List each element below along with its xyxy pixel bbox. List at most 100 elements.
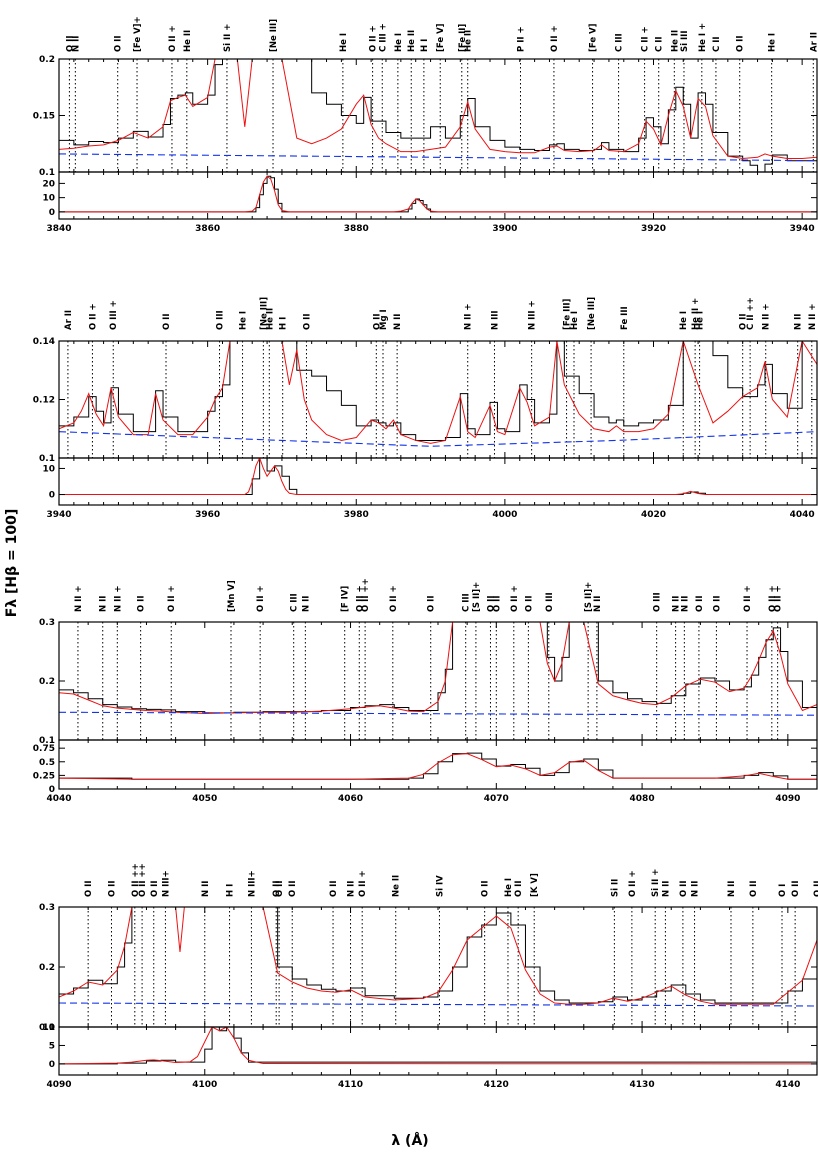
plot-area [59, 175, 817, 213]
y-tick-label: 0.75 [33, 744, 55, 754]
line-id-label: C III [290, 593, 300, 612]
line-id-label: O II [492, 595, 502, 612]
line-id-label: O II [150, 880, 160, 897]
y-tick-label: 0.3 [39, 903, 55, 913]
line-id-label: Si III [680, 31, 690, 52]
line-id-label: He II + [691, 298, 701, 330]
series-continuum [59, 431, 817, 447]
line-id-label: [K V] [530, 873, 540, 897]
line-id-label: [Fe V] [589, 23, 599, 52]
panel-top-residual: 0 10 20 [42, 171, 818, 220]
line-id-label: O II + [256, 585, 266, 612]
line-id-label: O II [736, 35, 746, 52]
y-axis-title: Fλ [Hβ = 100] [4, 508, 20, 618]
line-id-label: [S II]+ [472, 582, 482, 612]
y-tick-label: 0 [49, 785, 55, 795]
line-id-label: O II [524, 595, 534, 612]
line-id-label: C II ++ [746, 297, 756, 330]
plot-area [59, 752, 817, 780]
x-tick-label: 3880 [344, 224, 369, 234]
series-observed [59, 458, 817, 496]
line-id-label: O II [114, 35, 124, 52]
y-tick-label: 0.1 [39, 736, 55, 746]
line-id-label: Ar II [64, 310, 74, 330]
y-tick-label: 0 [49, 491, 55, 501]
line-id-label: O II [162, 313, 172, 330]
line-id-label: He II [464, 30, 474, 52]
line-id-label: [S II]+ [584, 582, 594, 612]
line-id-label: O II [372, 313, 382, 330]
line-id-label: N II [727, 881, 737, 897]
line-id-label: O II [65, 35, 75, 52]
x-tick-label: 4100 [192, 1080, 217, 1090]
y-tick-label: 0.3 [39, 618, 55, 628]
x-tick-label: 3920 [641, 224, 666, 234]
y-tick-label: 0.1 [39, 454, 55, 464]
line-id-label: O II [329, 880, 339, 897]
x-tick-label: 4120 [484, 1080, 509, 1090]
y-tick-label: 0.2 [39, 55, 55, 65]
panel-frame [58, 621, 818, 741]
series-observed [59, 175, 817, 213]
series-model [59, 458, 817, 496]
x-axis-title: λ (Å) [391, 1133, 429, 1149]
line-id-label: Si II [610, 879, 620, 897]
line-id-label: O II ++ [131, 863, 141, 897]
y-tick-label: 10 [42, 464, 55, 474]
line-id-label: O II + [88, 303, 98, 330]
x-tick-label: 3900 [492, 224, 517, 234]
series-model [59, 907, 817, 1005]
line-id-label: O II [427, 595, 437, 612]
line-id-label: O III [545, 592, 555, 612]
line-id-label: N II [71, 36, 81, 52]
x-tick-label: 4040 [46, 794, 71, 804]
series-observed [59, 59, 817, 172]
x-tick-label: 4000 [492, 510, 517, 520]
plot-area [59, 341, 817, 447]
y-tick-label: 0 [49, 1060, 55, 1070]
panel-third-residual: 0 0.25 0.5 0.75 [33, 739, 818, 795]
panel-bottom-residual: 0 5 10 [42, 1023, 818, 1076]
line-id-label: N II [691, 881, 701, 897]
line-id-label: C II + [641, 26, 651, 52]
line-id-label: He I [394, 33, 404, 52]
y-tick-label: 0.5 [39, 758, 55, 768]
y-tick-label: 5 [49, 1041, 55, 1051]
y-tick-label: 0 [49, 208, 55, 218]
line-id-label: He II [670, 30, 680, 52]
panel-frame [58, 457, 818, 506]
line-id-label: N II [393, 314, 403, 330]
series-observed [59, 1027, 817, 1065]
line-id-label: N III + [528, 300, 538, 330]
plot-area [59, 1027, 817, 1065]
series-observed [59, 341, 817, 441]
panel-frame [58, 1026, 818, 1076]
line-id-label: N II [672, 596, 682, 612]
line-id-label: N II [593, 596, 603, 612]
line-id-label: N II + [464, 304, 474, 330]
y-tick-label: 0.15 [33, 112, 55, 122]
panel-third: N II + N II N II + O II O II + [Mn V] O II + C … [39, 578, 818, 746]
series-observed [59, 622, 817, 714]
x-tick-label: 4130 [630, 1080, 655, 1090]
line-id-label: Ar II [809, 32, 818, 52]
line-id-label: O II + [550, 25, 560, 52]
line-id-label: O II + [358, 870, 368, 897]
line-id-label: N II [99, 596, 109, 612]
line-id-label: [Ne III] [259, 297, 269, 330]
x-tick-label: 4020 [641, 510, 666, 520]
line-id-label: C II [655, 36, 665, 52]
series-model [59, 341, 817, 444]
panel-frame [58, 171, 818, 220]
line-id-label: O II [712, 595, 722, 612]
line-id-label: H I [420, 39, 430, 52]
line-id-label: O II [749, 880, 759, 897]
line-id-label: H I [279, 317, 289, 330]
line-id-label: Si IV [435, 875, 445, 897]
line-id-label: O I [778, 884, 788, 897]
series-observed [59, 907, 817, 1004]
line-id-label: O III [653, 592, 663, 612]
y-tick-label: 0.12 [33, 396, 55, 406]
series-observed [59, 752, 817, 780]
line-id-label: O II + [510, 585, 520, 612]
